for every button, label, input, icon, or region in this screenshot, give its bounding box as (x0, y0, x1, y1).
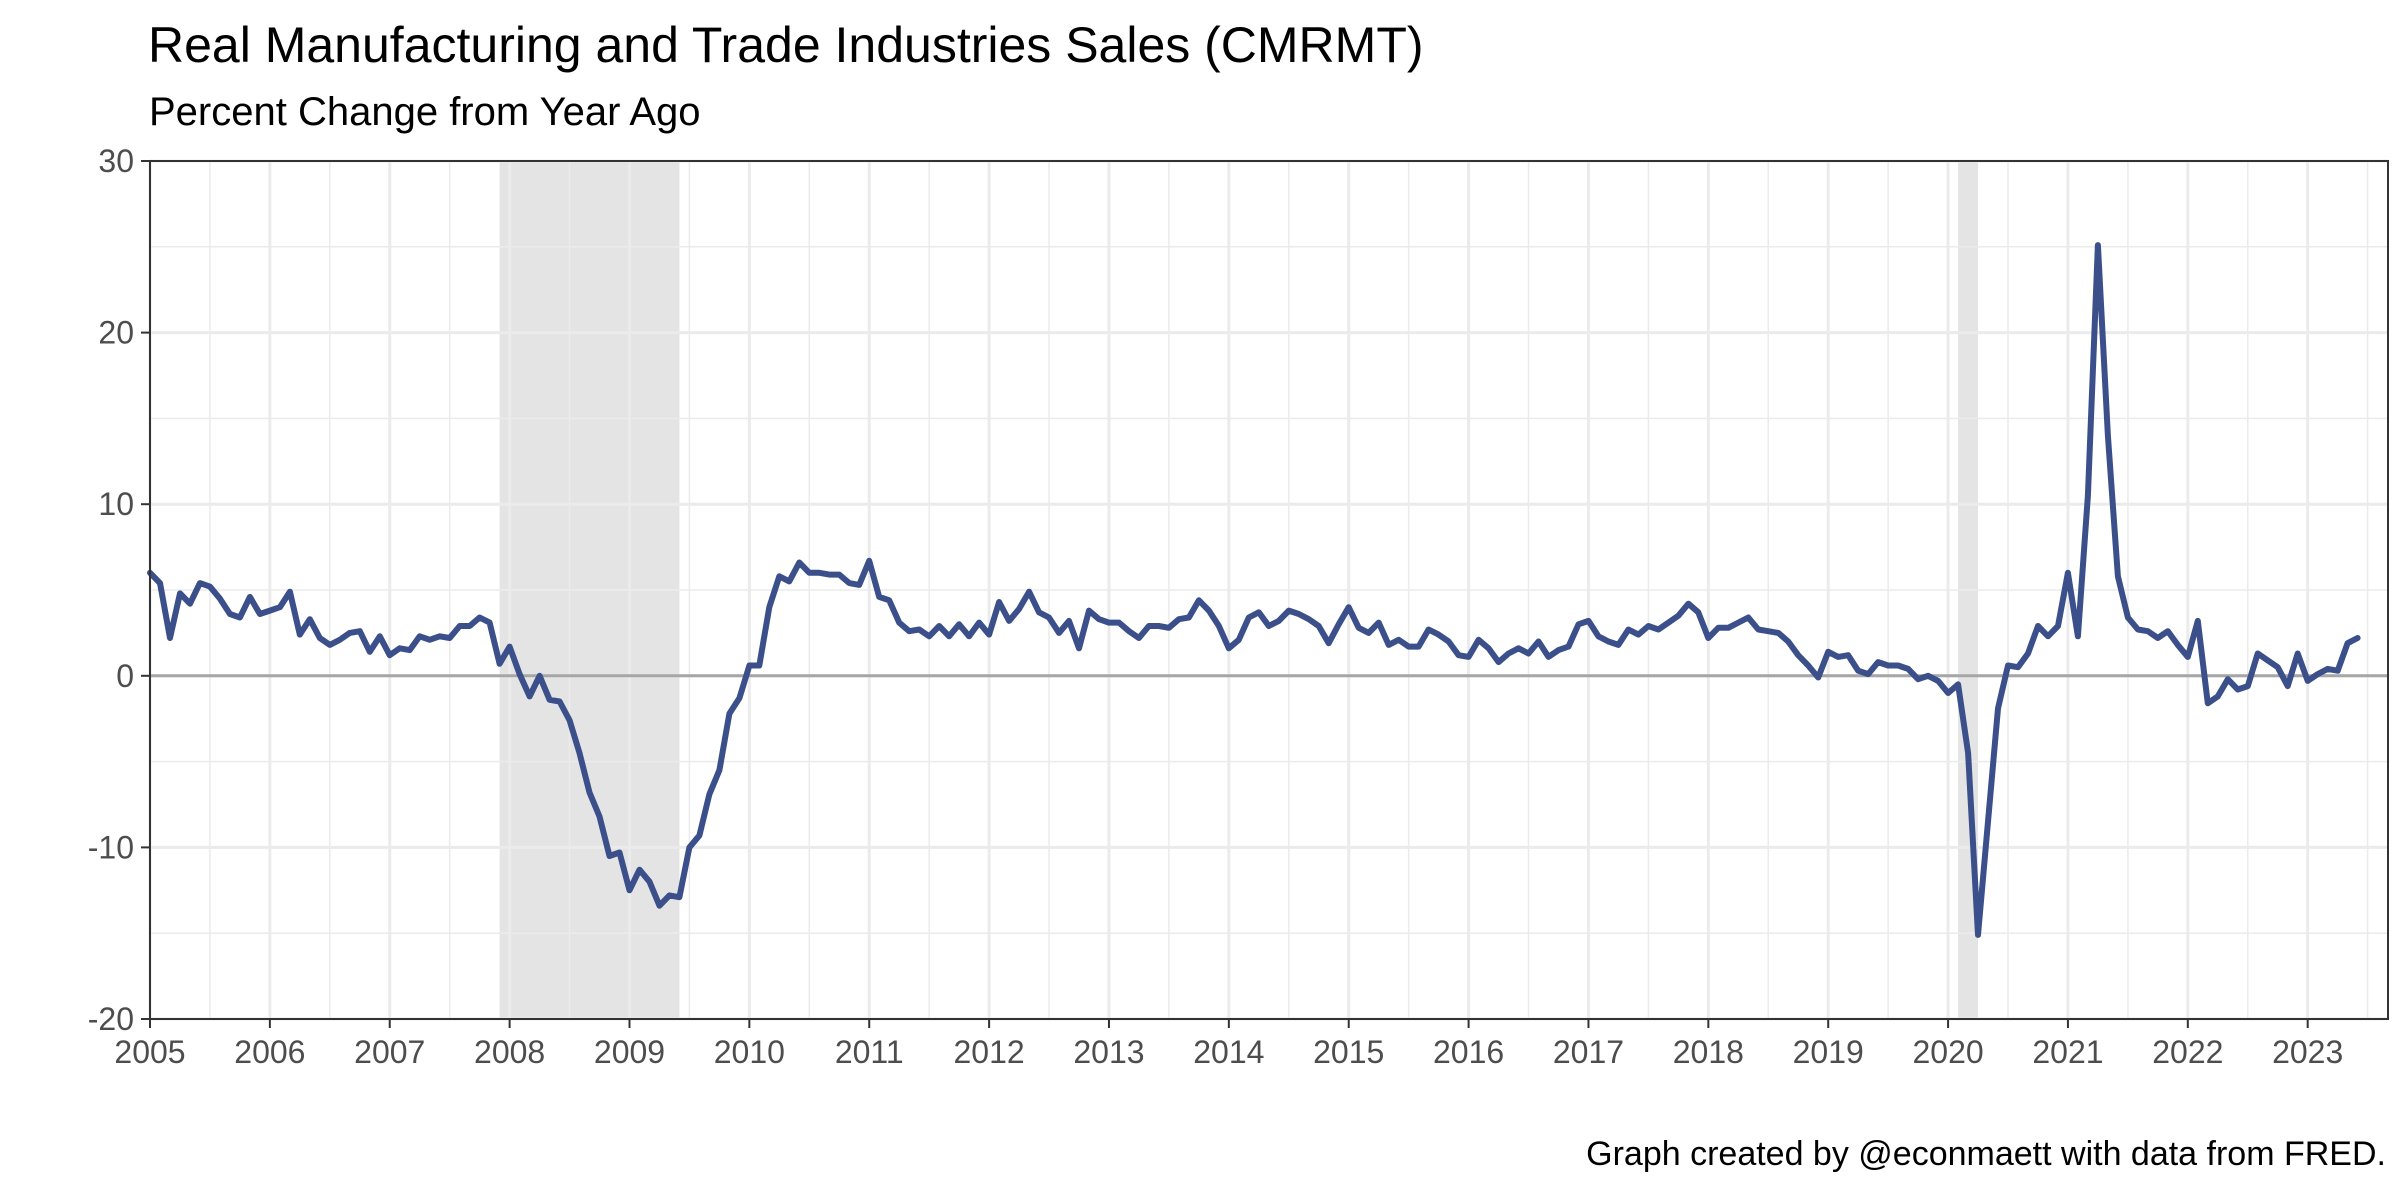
x-tick-label: 2013 (1073, 1034, 1144, 1070)
grid-layer (148, 159, 2388, 1021)
x-tick-label: 2018 (1673, 1034, 1744, 1070)
y-tick-label: -20 (88, 1001, 134, 1037)
x-tick-label: 2010 (714, 1034, 785, 1070)
axis-layer: 2005 2006 2007 2008 2009 2010 2011 2012 2013 2014… (88, 143, 2344, 1070)
x-tick-label: 2017 (1553, 1034, 1624, 1070)
panel-frame-layer (149, 160, 2389, 1020)
y-tick-label: 30 (98, 143, 134, 179)
x-tick-label: 2022 (2152, 1034, 2223, 1070)
x-tick-label: 2009 (594, 1034, 665, 1070)
x-tick-label: 2020 (1912, 1034, 1983, 1070)
x-tick-label: 2007 (354, 1034, 425, 1070)
x-tick-label: 2012 (954, 1034, 1025, 1070)
series-line-1 (147, 242, 2361, 938)
x-tick-label: 2021 (2032, 1034, 2103, 1070)
y-tick-label: 20 (98, 315, 134, 351)
x-tick-label: 2023 (2272, 1034, 2343, 1070)
x-tick-label: 2006 (234, 1034, 305, 1070)
x-tick-label: 2014 (1193, 1034, 1264, 1070)
y-tick-label: -10 (88, 829, 134, 865)
x-tick-label: 2019 (1793, 1034, 1864, 1070)
x-tick-label: 2016 (1433, 1034, 1504, 1070)
x-tick-label: 2008 (474, 1034, 545, 1070)
y-tick-label: 10 (98, 486, 134, 522)
panel-border (149, 160, 2389, 1020)
y-tick-label: 0 (116, 658, 134, 694)
chart-title: Real Manufacturing and Trade Industries … (148, 17, 1424, 73)
series-layer (147, 242, 2361, 938)
x-tick-label: 2011 (835, 1034, 904, 1070)
chart-subtitle: Percent Change from Year Ago (149, 90, 701, 134)
chart-caption: Graph created by @econmaett with data fr… (1586, 1135, 2386, 1173)
x-tick-label: 2015 (1313, 1034, 1384, 1070)
x-tick-label: 2005 (114, 1034, 185, 1070)
